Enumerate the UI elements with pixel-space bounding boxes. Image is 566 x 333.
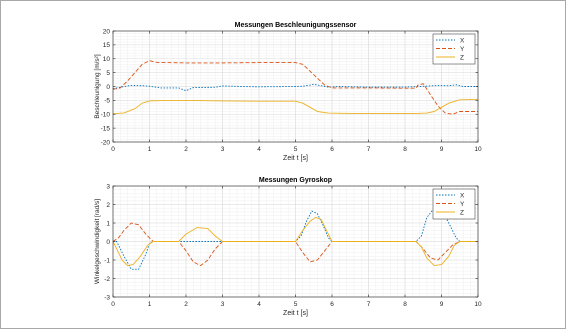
y-tick-label: -3 — [104, 294, 110, 301]
x-tick-label: 4 — [257, 301, 261, 308]
legend-label: Z — [460, 209, 464, 216]
legend: XYZ — [432, 188, 476, 220]
y-tick-label: -1 — [104, 257, 110, 264]
y-tick-label: 0 — [106, 239, 110, 246]
y-tick-label: -15 — [101, 125, 111, 132]
legend: XYZ — [432, 33, 476, 65]
x-tick-label: 0 — [111, 146, 115, 153]
series-line-z — [112, 216, 478, 267]
chart-2: 0 1 2 3 4 5 6 7 8 9 10 -3 -2 -1 0 1 2 3 Messungen Gyroskop… — [94, 177, 482, 317]
x-tick-label: 8 — [403, 146, 407, 153]
legend-box — [432, 188, 476, 220]
series-line-y — [112, 222, 478, 267]
series-line-x — [112, 83, 478, 92]
x-tick-label: 9 — [440, 301, 444, 308]
y-tick-label: 0 — [106, 84, 110, 91]
x-tick-label: 4 — [257, 146, 261, 153]
y-tick-label: 1 — [106, 220, 110, 227]
x-tick-label: 1 — [148, 301, 152, 308]
x-tick-label: 2 — [184, 146, 188, 153]
x-tick-label: 7 — [367, 146, 371, 153]
x-tick-label: 3 — [221, 146, 225, 153]
x-tick-label: 10 — [474, 301, 482, 308]
x-tick-label: 0 — [111, 301, 115, 308]
x-tick-label: 5 — [294, 301, 298, 308]
x-tick-label: 6 — [330, 146, 334, 153]
y-axis-label: Beschleunigung [m/s²] — [94, 54, 101, 119]
x-tick-label: 2 — [184, 301, 188, 308]
x-tick-label: 6 — [330, 301, 334, 308]
legend-box — [432, 33, 476, 65]
x-tick-label: 10 — [474, 146, 482, 153]
x-tick-label: 3 — [221, 301, 225, 308]
series-line-y — [112, 60, 478, 115]
y-tick-label: 10 — [103, 56, 111, 63]
y-tick-label: 2 — [106, 202, 110, 209]
legend-label: Y — [460, 46, 465, 53]
chart-title: Messungen Gyroskop — [259, 177, 332, 184]
y-tick-label: -5 — [104, 98, 110, 105]
y-tick-label: 20 — [103, 28, 111, 35]
x-axis-label: Zeit t [s] — [283, 310, 308, 317]
y-tick-label: 15 — [103, 42, 111, 49]
chart-title: Messungen Beschleunigungssensor — [235, 22, 357, 29]
y-tick-label: 5 — [106, 70, 110, 77]
legend-label: X — [460, 192, 465, 199]
x-axis-label: Zeit t [s] — [283, 155, 308, 162]
x-tick-label: 5 — [294, 146, 298, 153]
y-tick-label: 3 — [106, 183, 110, 190]
legend-label: X — [460, 37, 465, 44]
figure-canvas: 0 1 2 3 4 5 6 7 8 9 10-20-15-10-505101520Messungen… — [94, 22, 482, 317]
x-tick-label: 9 — [440, 146, 444, 153]
y-axis-label: Winkelgeschwindigkeit [rad/s] — [94, 199, 101, 284]
legend-label: Y — [460, 201, 465, 208]
chart-1: 0 1 2 3 4 5 6 7 8 9 10 -20 -15 -10 -5 0 5 10 15 20 Messungen… — [94, 22, 482, 162]
y-tick-label: -10 — [101, 112, 111, 119]
series-line-z — [112, 98, 479, 115]
y-tick-label: -2 — [104, 276, 110, 283]
x-tick-label: 1 — [148, 146, 152, 153]
legend-label: Z — [460, 54, 464, 61]
x-tick-label: 7 — [367, 301, 371, 308]
y-tick-label: -20 — [101, 139, 111, 146]
x-tick-label: 8 — [403, 301, 407, 308]
